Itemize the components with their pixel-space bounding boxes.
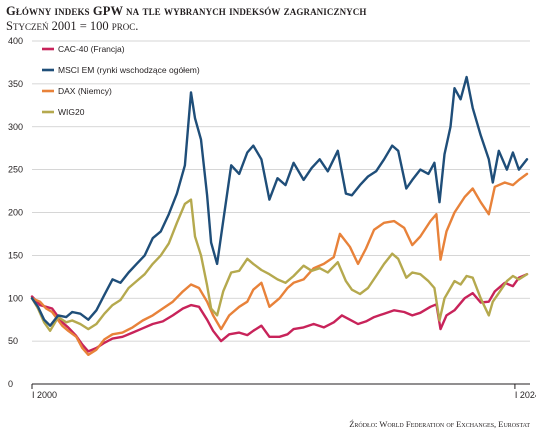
y-tick-label: 250 bbox=[8, 165, 23, 175]
y-tick-label: 400 bbox=[8, 36, 23, 46]
series-line-3 bbox=[30, 198, 529, 332]
source-note: Źródło: World Federation of Exchanges, E… bbox=[349, 419, 530, 429]
series-line-0 bbox=[30, 273, 529, 353]
series-line-2 bbox=[30, 172, 529, 356]
y-tick-label: 0 bbox=[8, 379, 13, 389]
series-line-1 bbox=[30, 75, 529, 327]
y-tick-label: 100 bbox=[8, 293, 23, 303]
y-tick-label: 150 bbox=[8, 250, 23, 260]
y-tick-label: 50 bbox=[8, 336, 18, 346]
chart-title: Główny indeks GPW na tle wybranych indek… bbox=[6, 4, 367, 18]
y-tick-label: 200 bbox=[8, 208, 23, 218]
y-tick-label: 300 bbox=[8, 122, 23, 132]
legend-label: WIG20 bbox=[58, 107, 85, 117]
y-tick-label: 350 bbox=[8, 79, 23, 89]
legend-label: MSCI EM (rynki wschodzące ogółem) bbox=[58, 65, 200, 75]
legend-label: DAX (Niemcy) bbox=[58, 86, 112, 96]
x-tick-label: I 2024 bbox=[515, 390, 536, 400]
x-tick-label: I 2000 bbox=[32, 390, 57, 400]
legend-label: CAC-40 (Francja) bbox=[58, 44, 125, 54]
chart-subtitle: Styczeń 2001 = 100 proc. bbox=[6, 19, 139, 33]
